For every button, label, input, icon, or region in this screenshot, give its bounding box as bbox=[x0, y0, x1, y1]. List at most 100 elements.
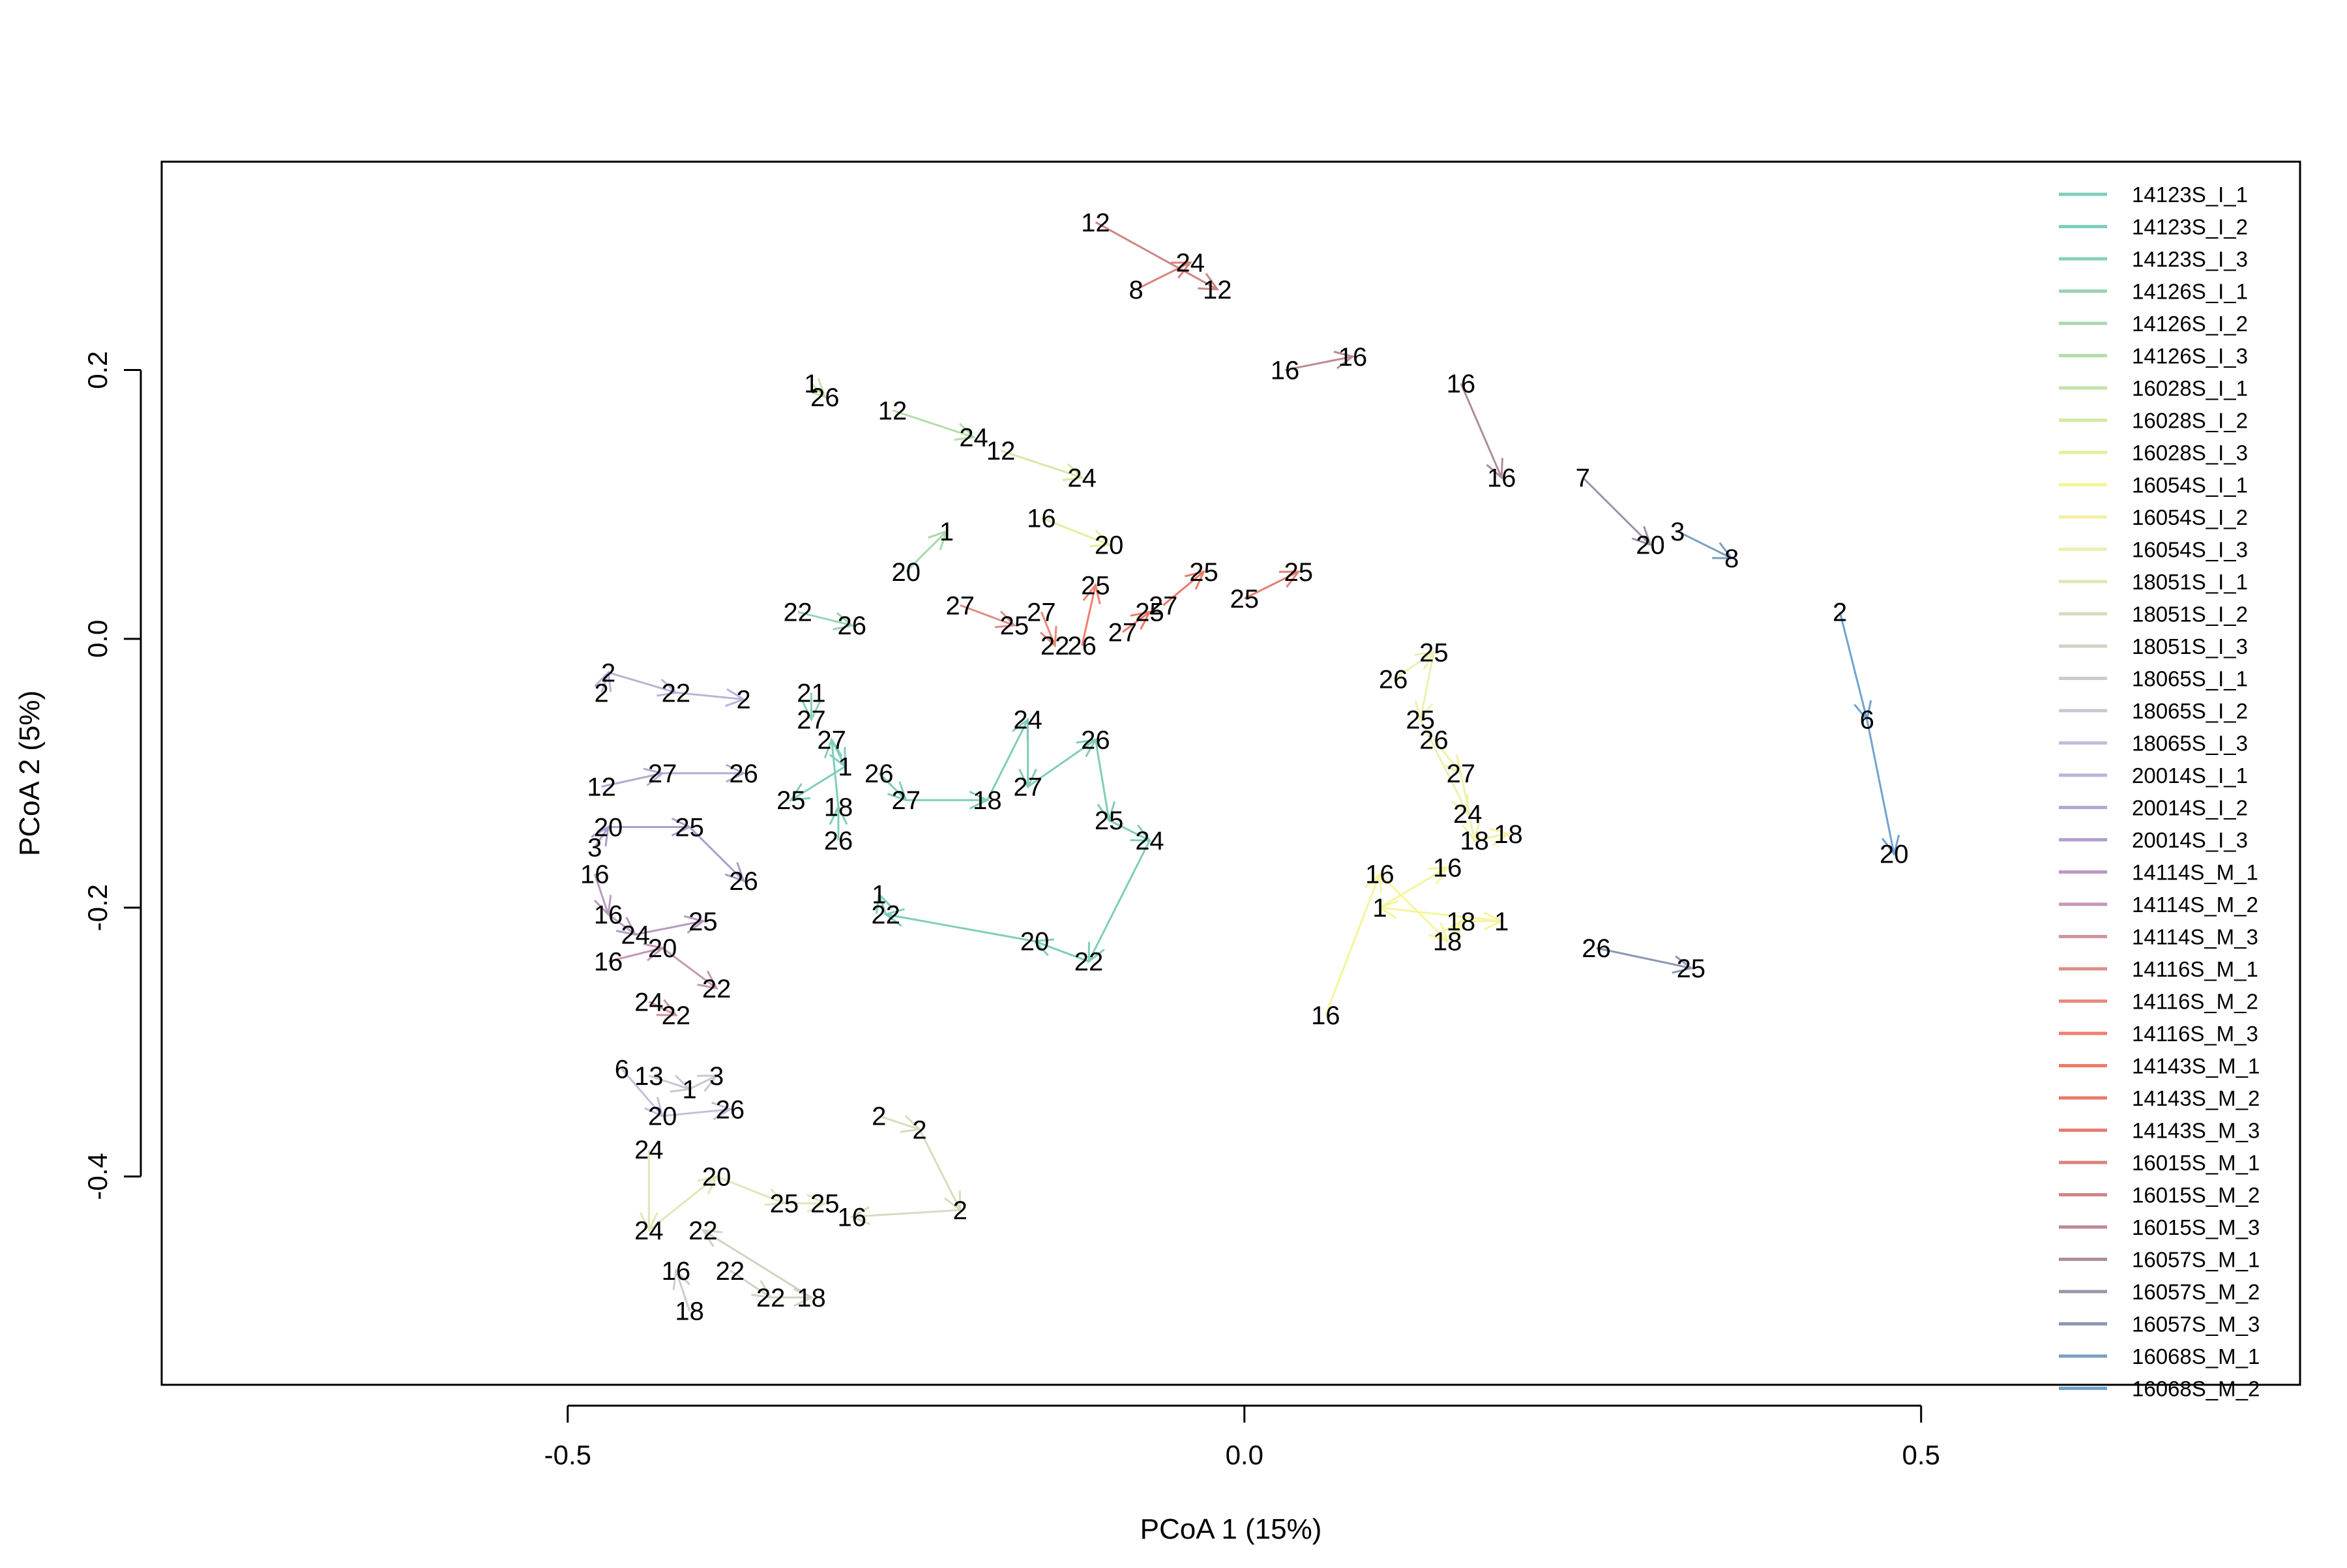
point-label: 20 bbox=[1095, 531, 1124, 560]
trajectory-arrowhead bbox=[1428, 866, 1450, 885]
trajectory-arrowhead bbox=[1170, 261, 1192, 279]
point-label: 16 bbox=[1447, 370, 1476, 398]
legend-label: 16015S_M_3 bbox=[2132, 1215, 2260, 1239]
trajectory-segment bbox=[688, 826, 745, 881]
legend-item: 16015S_M_1 bbox=[2059, 1151, 2260, 1175]
legend-item: 16015S_M_3 bbox=[2059, 1215, 2260, 1239]
trajectory-segment bbox=[1838, 612, 1868, 720]
trajectory-segment bbox=[1244, 570, 1299, 600]
point-label: 16 bbox=[1433, 853, 1462, 882]
legend-item: 16057S_M_2 bbox=[2059, 1280, 2260, 1304]
point-label: 6 bbox=[1860, 706, 1874, 735]
trajectory-arrowhead bbox=[806, 1194, 827, 1213]
point-label: 12 bbox=[1203, 276, 1232, 304]
series-14123S_I_2 bbox=[789, 737, 848, 841]
legend-item: 14116S_M_1 bbox=[2059, 957, 2258, 981]
point-label: 16 bbox=[1338, 343, 1368, 372]
legend-label: 14126S_I_1 bbox=[2132, 280, 2248, 304]
point-label: 20 bbox=[648, 934, 677, 963]
point-label: 3 bbox=[709, 1062, 724, 1091]
series-18065S_I_3 bbox=[621, 1068, 733, 1121]
point-label: 24 bbox=[634, 1136, 664, 1164]
legend-label: 16057S_M_3 bbox=[2132, 1312, 2260, 1337]
series-14126S_I_2 bbox=[905, 529, 949, 572]
point-label: 27 bbox=[1149, 591, 1178, 620]
trajectory-segment bbox=[1393, 651, 1435, 680]
point-label: 2 bbox=[601, 658, 615, 687]
legend-label: 18065S_I_2 bbox=[2132, 699, 2248, 723]
trajectory-arrowhead bbox=[672, 1268, 690, 1290]
series-16054S_I_2 bbox=[1433, 739, 1511, 847]
trajectory-arrowhead bbox=[1489, 827, 1511, 847]
legend-item: 18051S_I_2 bbox=[2059, 602, 2248, 627]
point-label: 21 bbox=[797, 679, 826, 707]
trajectory-segment bbox=[831, 739, 846, 767]
series-20014S_I_3 bbox=[591, 818, 746, 883]
legend-label: 16054S_I_2 bbox=[2132, 505, 2248, 529]
series-16028S_I_1 bbox=[806, 377, 827, 399]
trajectory-segment bbox=[1596, 947, 1692, 969]
point-label: 20 bbox=[648, 1102, 677, 1131]
legend-item: 18065S_I_3 bbox=[2059, 732, 2248, 756]
trajectory-segment bbox=[905, 530, 948, 572]
series-18051S_I_1 bbox=[639, 1149, 827, 1233]
point-label: 24 bbox=[1453, 800, 1483, 829]
trajectory-segment bbox=[1000, 449, 1083, 479]
trajectory-arrowhead bbox=[724, 688, 746, 707]
trajectory-arrowhead bbox=[1486, 458, 1503, 480]
trajectory-segment bbox=[878, 894, 887, 915]
trajectory-segment bbox=[1081, 585, 1097, 646]
trajectory-segment bbox=[662, 947, 718, 990]
legend-label: 16028S_I_3 bbox=[2132, 441, 2248, 465]
legend-item: 18051S_I_3 bbox=[2059, 634, 2248, 658]
point-label: 27 bbox=[892, 786, 921, 815]
trajectory-segment bbox=[1419, 718, 1469, 814]
trajectory-segment bbox=[790, 765, 846, 801]
x-tick-label: 0.0 bbox=[1226, 1440, 1263, 1470]
y-axis-label: PCoA 2 (5%) bbox=[14, 690, 46, 856]
series-16015S_M_1 bbox=[1136, 261, 1192, 291]
point-label: 20 bbox=[892, 558, 921, 587]
legend-label: 14126S_I_2 bbox=[2132, 312, 2248, 336]
legend-label: 14123S_I_1 bbox=[2132, 183, 2248, 207]
trajectory-arrowhead bbox=[656, 999, 678, 1016]
point-label: 1 bbox=[804, 370, 818, 398]
series-18051S_I_3 bbox=[701, 1229, 814, 1307]
trajectory-segment bbox=[608, 947, 663, 963]
legend-item: 14143S_M_3 bbox=[2059, 1119, 2260, 1143]
legend-label: 16057S_M_1 bbox=[2132, 1248, 2260, 1272]
point-label: 16 bbox=[1487, 464, 1516, 492]
legend-label: 16068S_M_2 bbox=[2132, 1377, 2260, 1401]
legend-item: 20014S_I_2 bbox=[2059, 796, 2248, 820]
point-label: 22 bbox=[783, 599, 812, 627]
legend-label: 14116S_M_1 bbox=[2132, 957, 2258, 981]
trajectory-segment bbox=[1027, 739, 1097, 788]
legend-item: 20014S_I_1 bbox=[2059, 763, 2248, 788]
trajectory-segment bbox=[1108, 819, 1151, 842]
point-label: 24 bbox=[959, 424, 988, 452]
trajectory-segment bbox=[608, 671, 677, 694]
point-label: 18 bbox=[1433, 928, 1462, 956]
point-label: 25 bbox=[1677, 954, 1706, 983]
legend-label: 14114S_M_1 bbox=[2132, 861, 2258, 885]
legend-item: 14126S_I_3 bbox=[2059, 344, 2248, 368]
series-16054S_I_1 bbox=[1324, 866, 1504, 1016]
trajectory-arrowhead bbox=[849, 1206, 871, 1226]
series-16028S_I_2 bbox=[1000, 449, 1084, 481]
trajectory-segment bbox=[608, 913, 636, 936]
trajectory-arrowhead bbox=[1184, 570, 1206, 590]
legend-label: 16028S_I_1 bbox=[2132, 376, 2248, 400]
point-label: 26 bbox=[1582, 934, 1611, 963]
trajectory-arrowhead bbox=[1082, 583, 1101, 604]
point-label: 18 bbox=[1494, 820, 1523, 849]
point-label: 24 bbox=[1013, 706, 1042, 735]
point-label: 27 bbox=[797, 706, 826, 735]
legend-label: 14114S_M_2 bbox=[2132, 893, 2258, 917]
legend-label: 14126S_I_3 bbox=[2132, 344, 2248, 368]
legend-item: 14143S_M_1 bbox=[2059, 1054, 2260, 1078]
series-16057S_M_3 bbox=[1596, 947, 1694, 974]
data-layer bbox=[591, 221, 1900, 1312]
point-label: 22 bbox=[702, 975, 731, 1003]
